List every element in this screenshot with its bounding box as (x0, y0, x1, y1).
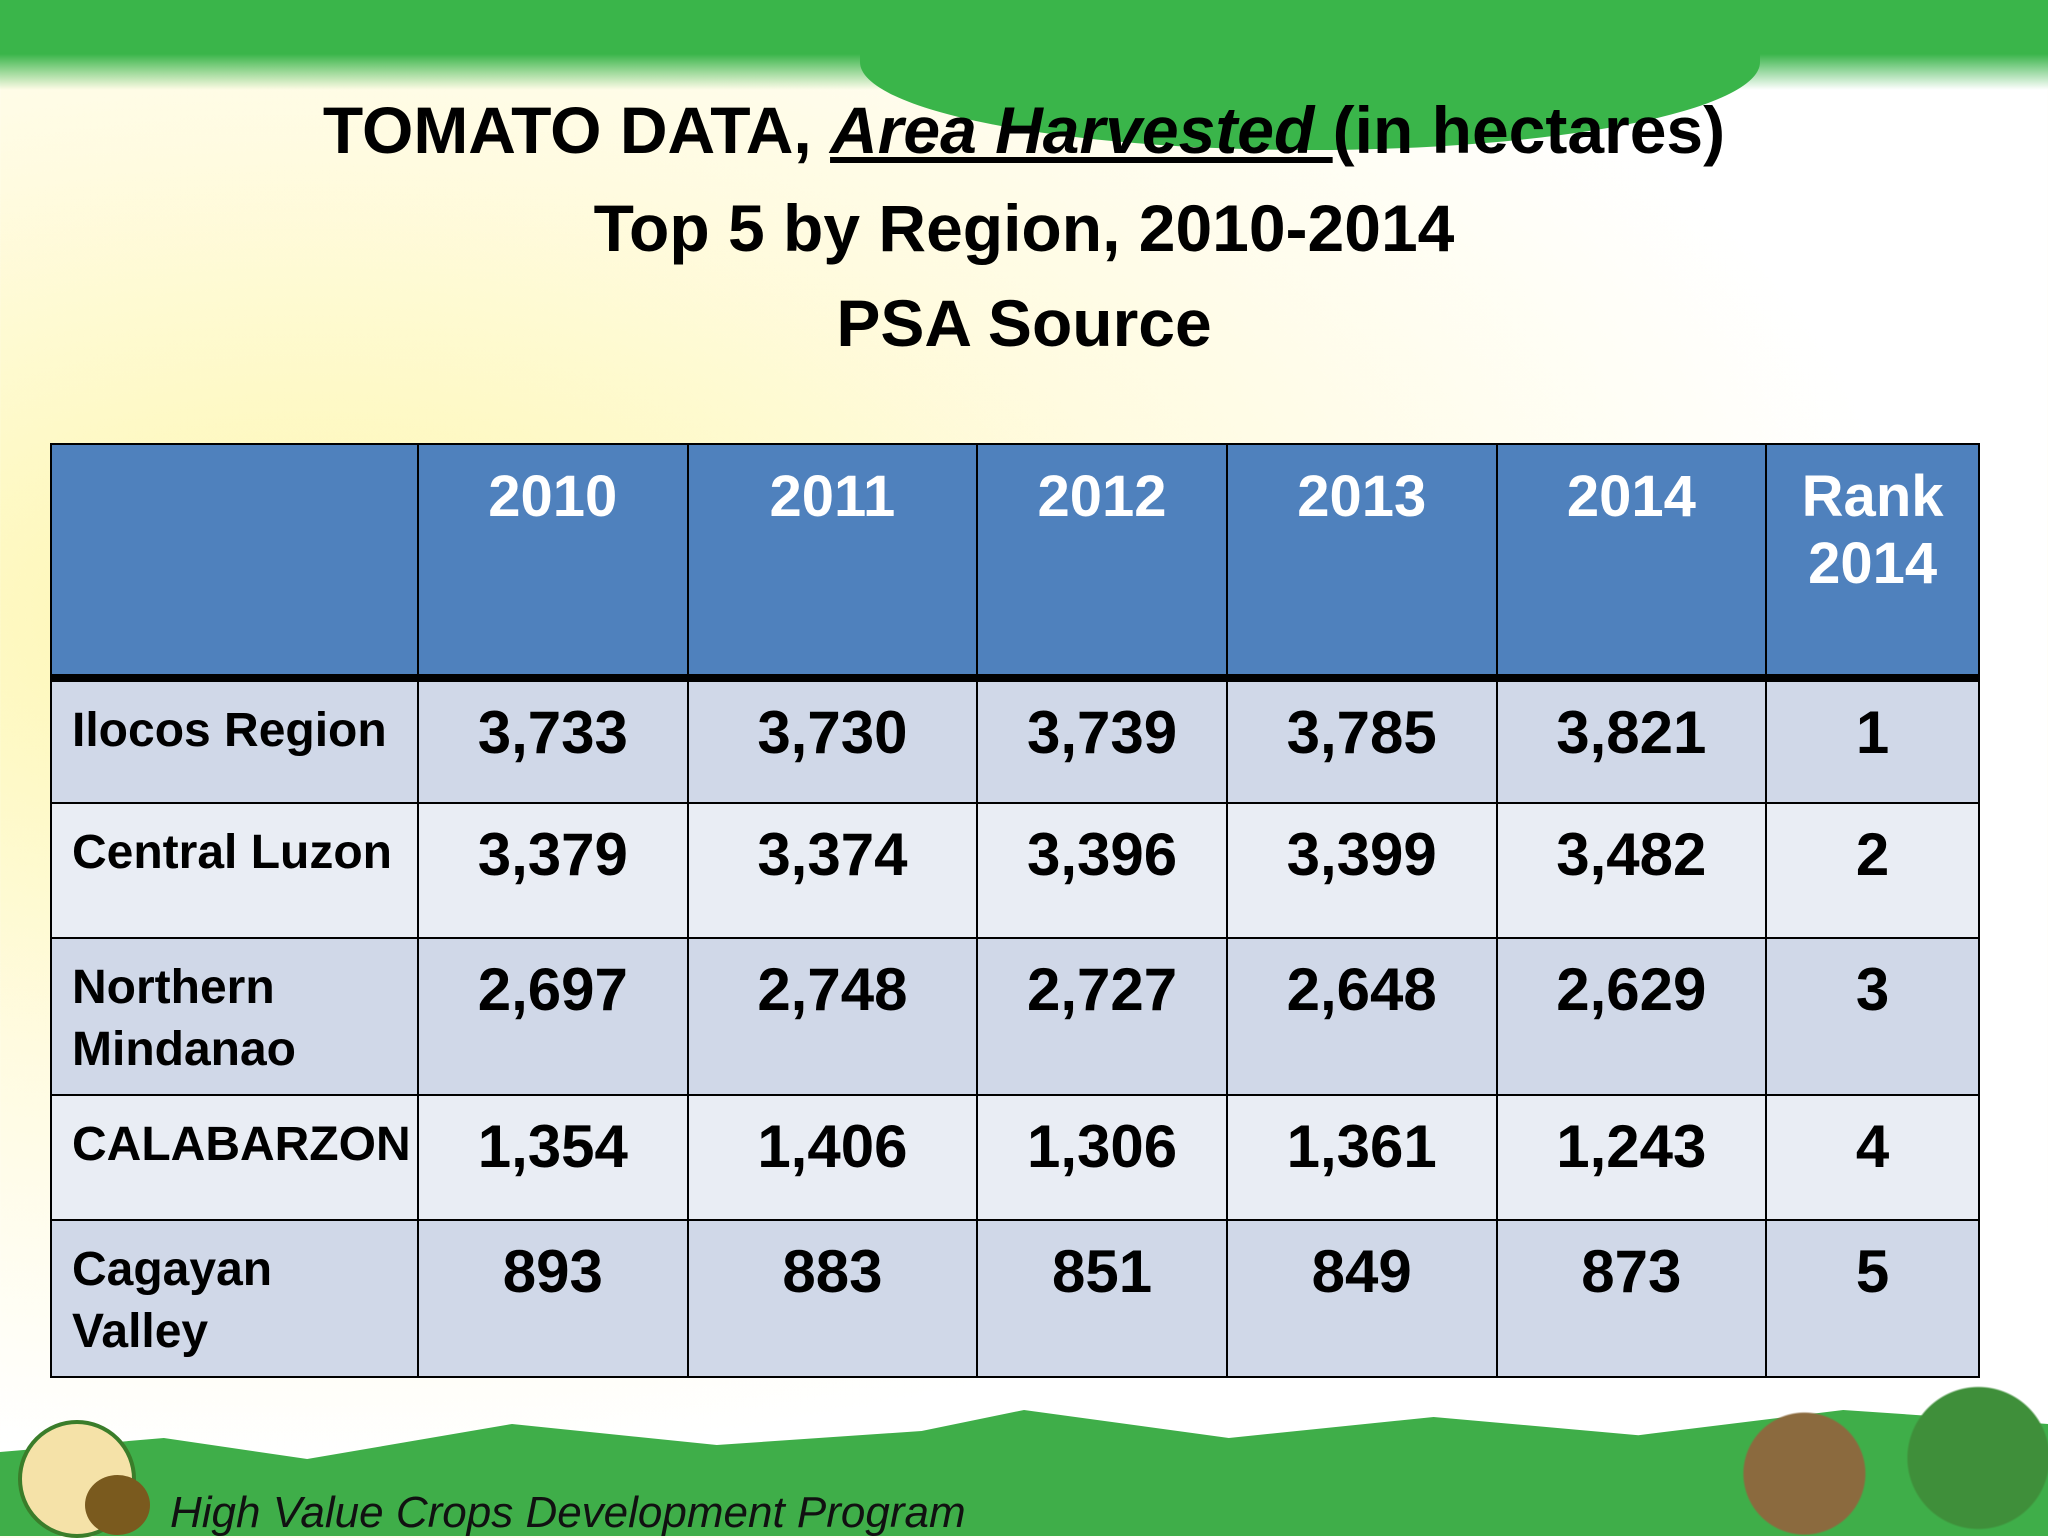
value-cell: 2,629 (1495, 937, 1768, 1096)
value-cell: 3,374 (686, 802, 979, 939)
value-cell: 873 (1495, 1219, 1768, 1378)
table-row: CALABARZON 1,354 1,406 1,306 1,361 1,243… (50, 1094, 1980, 1221)
value-cell: 1,406 (686, 1094, 979, 1221)
title-italic: Area Harvested (830, 93, 1333, 167)
value-cell: 2,748 (686, 937, 979, 1096)
value-cell: 3,482 (1495, 802, 1768, 939)
header-cell: 2011 (686, 443, 979, 679)
value-cell: 3,785 (1225, 677, 1498, 804)
table-header-row: 2010 2011 2012 2013 2014 Rank 2014 (50, 443, 1980, 679)
region-cell: Ilocos Region (50, 677, 419, 804)
table-row: Northern Mindanao 2,697 2,748 2,727 2,64… (50, 937, 1980, 1096)
hvcdp-logo-icon (85, 1475, 150, 1535)
header-cell (50, 443, 419, 679)
header-cell: 2012 (976, 443, 1228, 679)
title-unit: (in hectares) (1332, 93, 1726, 167)
value-cell: 3,730 (686, 677, 979, 804)
header-cell: 2013 (1225, 443, 1498, 679)
value-cell: 3,733 (416, 677, 689, 804)
slide-title: TOMATO DATA, Area Harvested (in hectares… (0, 92, 2048, 168)
value-cell: 2,727 (976, 937, 1228, 1096)
value-cell: 893 (416, 1219, 689, 1378)
value-cell: 1,361 (1225, 1094, 1498, 1221)
rank-cell: 4 (1765, 1094, 1980, 1221)
slide-subtitle: Top 5 by Region, 2010-2014 (593, 191, 1455, 265)
rank-cell: 1 (1765, 677, 1980, 804)
value-cell: 883 (686, 1219, 979, 1378)
vegetables-image (1700, 1380, 2048, 1536)
value-cell: 3,379 (416, 802, 689, 939)
region-cell: Northern Mindanao (50, 937, 419, 1096)
value-cell: 2,697 (416, 937, 689, 1096)
value-cell: 3,821 (1495, 677, 1768, 804)
value-cell: 1,243 (1495, 1094, 1768, 1221)
value-cell: 849 (1225, 1219, 1498, 1378)
rank-cell: 2 (1765, 802, 1980, 939)
footer-program-name: High Value Crops Development Program (170, 1488, 966, 1537)
header-cell: 2010 (416, 443, 689, 679)
value-cell: 3,399 (1225, 802, 1498, 939)
table-row: Ilocos Region 3,733 3,730 3,739 3,785 3,… (50, 677, 1980, 804)
region-cell: Cagayan Valley (50, 1219, 419, 1378)
header-cell: Rank 2014 (1765, 443, 1980, 679)
region-cell: Central Luzon (50, 802, 419, 939)
slide-source: PSA Source (836, 286, 1212, 360)
region-cell: CALABARZON (50, 1094, 419, 1221)
table-row: Central Luzon 3,379 3,374 3,396 3,399 3,… (50, 802, 1980, 939)
value-cell: 851 (976, 1219, 1228, 1378)
value-cell: 1,354 (416, 1094, 689, 1221)
value-cell: 3,739 (976, 677, 1228, 804)
rank-cell: 3 (1765, 937, 1980, 1096)
value-cell: 2,648 (1225, 937, 1498, 1096)
value-cell: 1,306 (976, 1094, 1228, 1221)
table-row: Cagayan Valley 893 883 851 849 873 5 (50, 1219, 1980, 1378)
value-cell: 3,396 (976, 802, 1228, 939)
title-text: TOMATO DATA, (322, 93, 831, 167)
rank-cell: 5 (1765, 1219, 1980, 1378)
data-table: 2010 2011 2012 2013 2014 Rank 2014 Iloco… (50, 443, 1980, 1378)
header-cell: 2014 (1495, 443, 1768, 679)
